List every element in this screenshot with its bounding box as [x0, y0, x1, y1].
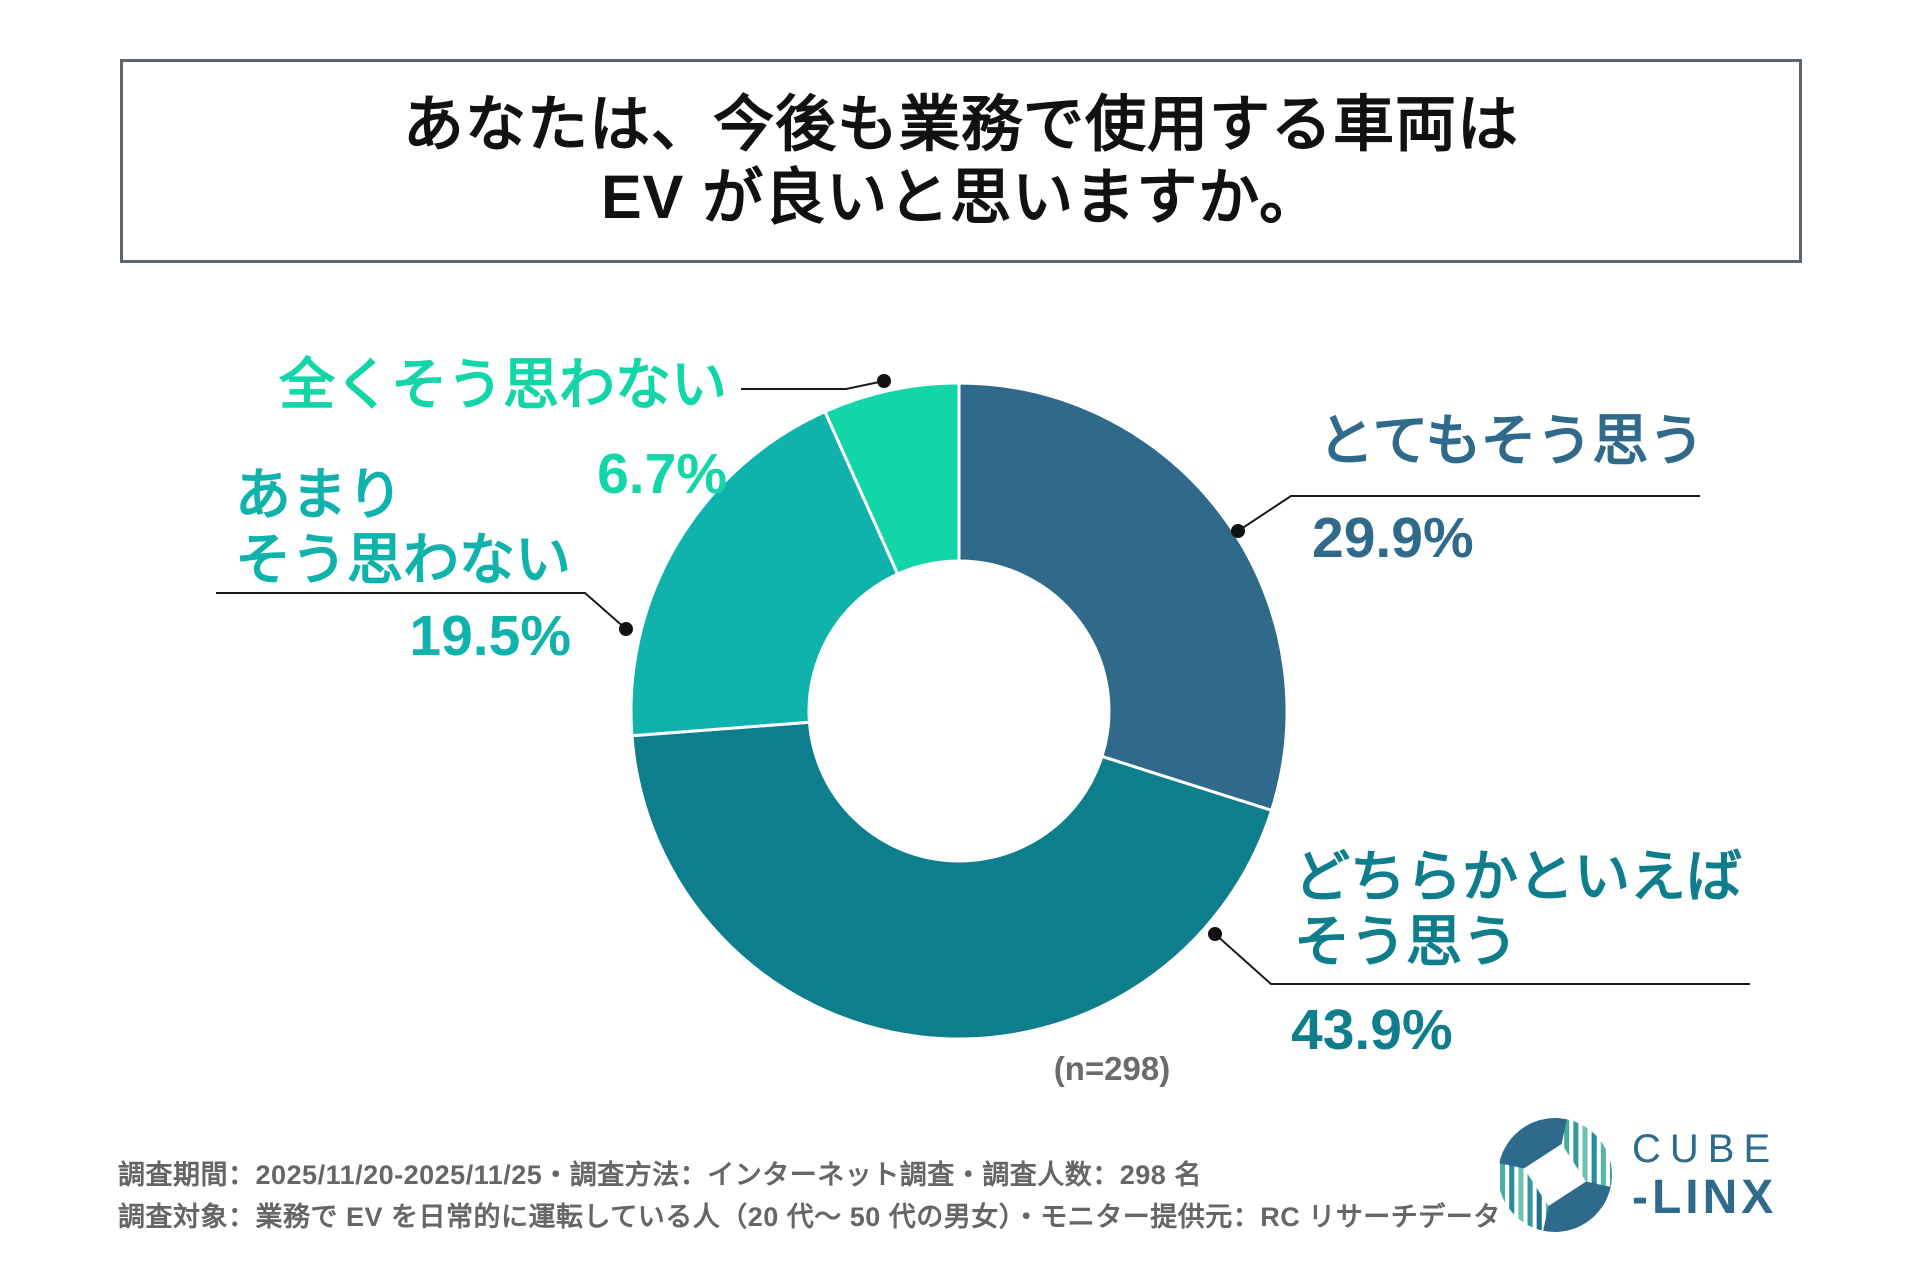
donut-slice — [823, 381, 961, 576]
label-somewhat-agree: どちらかといえば そう思う — [1294, 844, 1742, 974]
label-somewhat-agree-line1: どちらかといえば — [1294, 845, 1742, 908]
leader-line-not-at-all — [741, 380, 885, 390]
pct-strongly-agree: 29.9% — [1312, 506, 1474, 570]
cube-linx-logo-icon — [1498, 1118, 1612, 1232]
question-title-line1: あなたは、今後も業務で使用する車両は — [402, 90, 1519, 158]
survey-note-line1: 調査期間：2025/11/20-2025/11/25・調査方法：インターネット調… — [118, 1160, 1202, 1190]
question-title-line2: EV が良いと思いますか。 — [600, 163, 1322, 231]
leader-dot-somewhat — [1208, 927, 1222, 941]
leader-line-somewhat — [1214, 933, 1750, 985]
cube-linx-logo-text: CUBE -LINX — [1632, 1127, 1779, 1223]
question-title-box: あなたは、今後も業務で使用する車両は EV が良いと思いますか。 — [120, 59, 1802, 263]
leader-dot-strongly — [1231, 524, 1245, 538]
label-not-really: あまり そう思わない — [235, 462, 571, 592]
logo-center-square — [1524, 1144, 1586, 1206]
donut-slice — [629, 410, 900, 738]
label-not-at-all: 全くそう思わない — [279, 353, 727, 416]
donut-slices — [629, 381, 1289, 1041]
leader-dot-not-at-all — [877, 374, 891, 388]
pct-not-really: 19.5% — [409, 604, 571, 668]
label-not-really-line2: そう思わない — [235, 528, 571, 591]
pct-somewhat-agree: 43.9% — [1291, 998, 1453, 1062]
donut-slice — [957, 381, 1289, 812]
leader-line-strongly — [1237, 495, 1700, 532]
leader-line-not-really — [216, 592, 627, 630]
label-somewhat-agree-line2: そう思う — [1294, 910, 1518, 973]
label-strongly-agree: とてもそう思う — [1318, 409, 1705, 472]
survey-note-line2: 調査対象：業務で EV を日常的に運転している人（20 代〜 50 代の男女）・… — [118, 1202, 1501, 1232]
cube-linx-logo: CUBE -LINX — [1498, 1118, 1779, 1232]
pct-not-at-all: 6.7% — [597, 442, 727, 506]
logo-cube-text: CUBE — [1632, 1127, 1780, 1171]
leader-dot-not-really — [619, 622, 633, 636]
donut-slice — [630, 720, 1274, 1041]
logo-linx-text: -LINX — [1632, 1171, 1778, 1224]
sample-size-label: (n=298) — [1053, 1050, 1171, 1087]
label-not-really-line1: あまり — [235, 463, 403, 526]
